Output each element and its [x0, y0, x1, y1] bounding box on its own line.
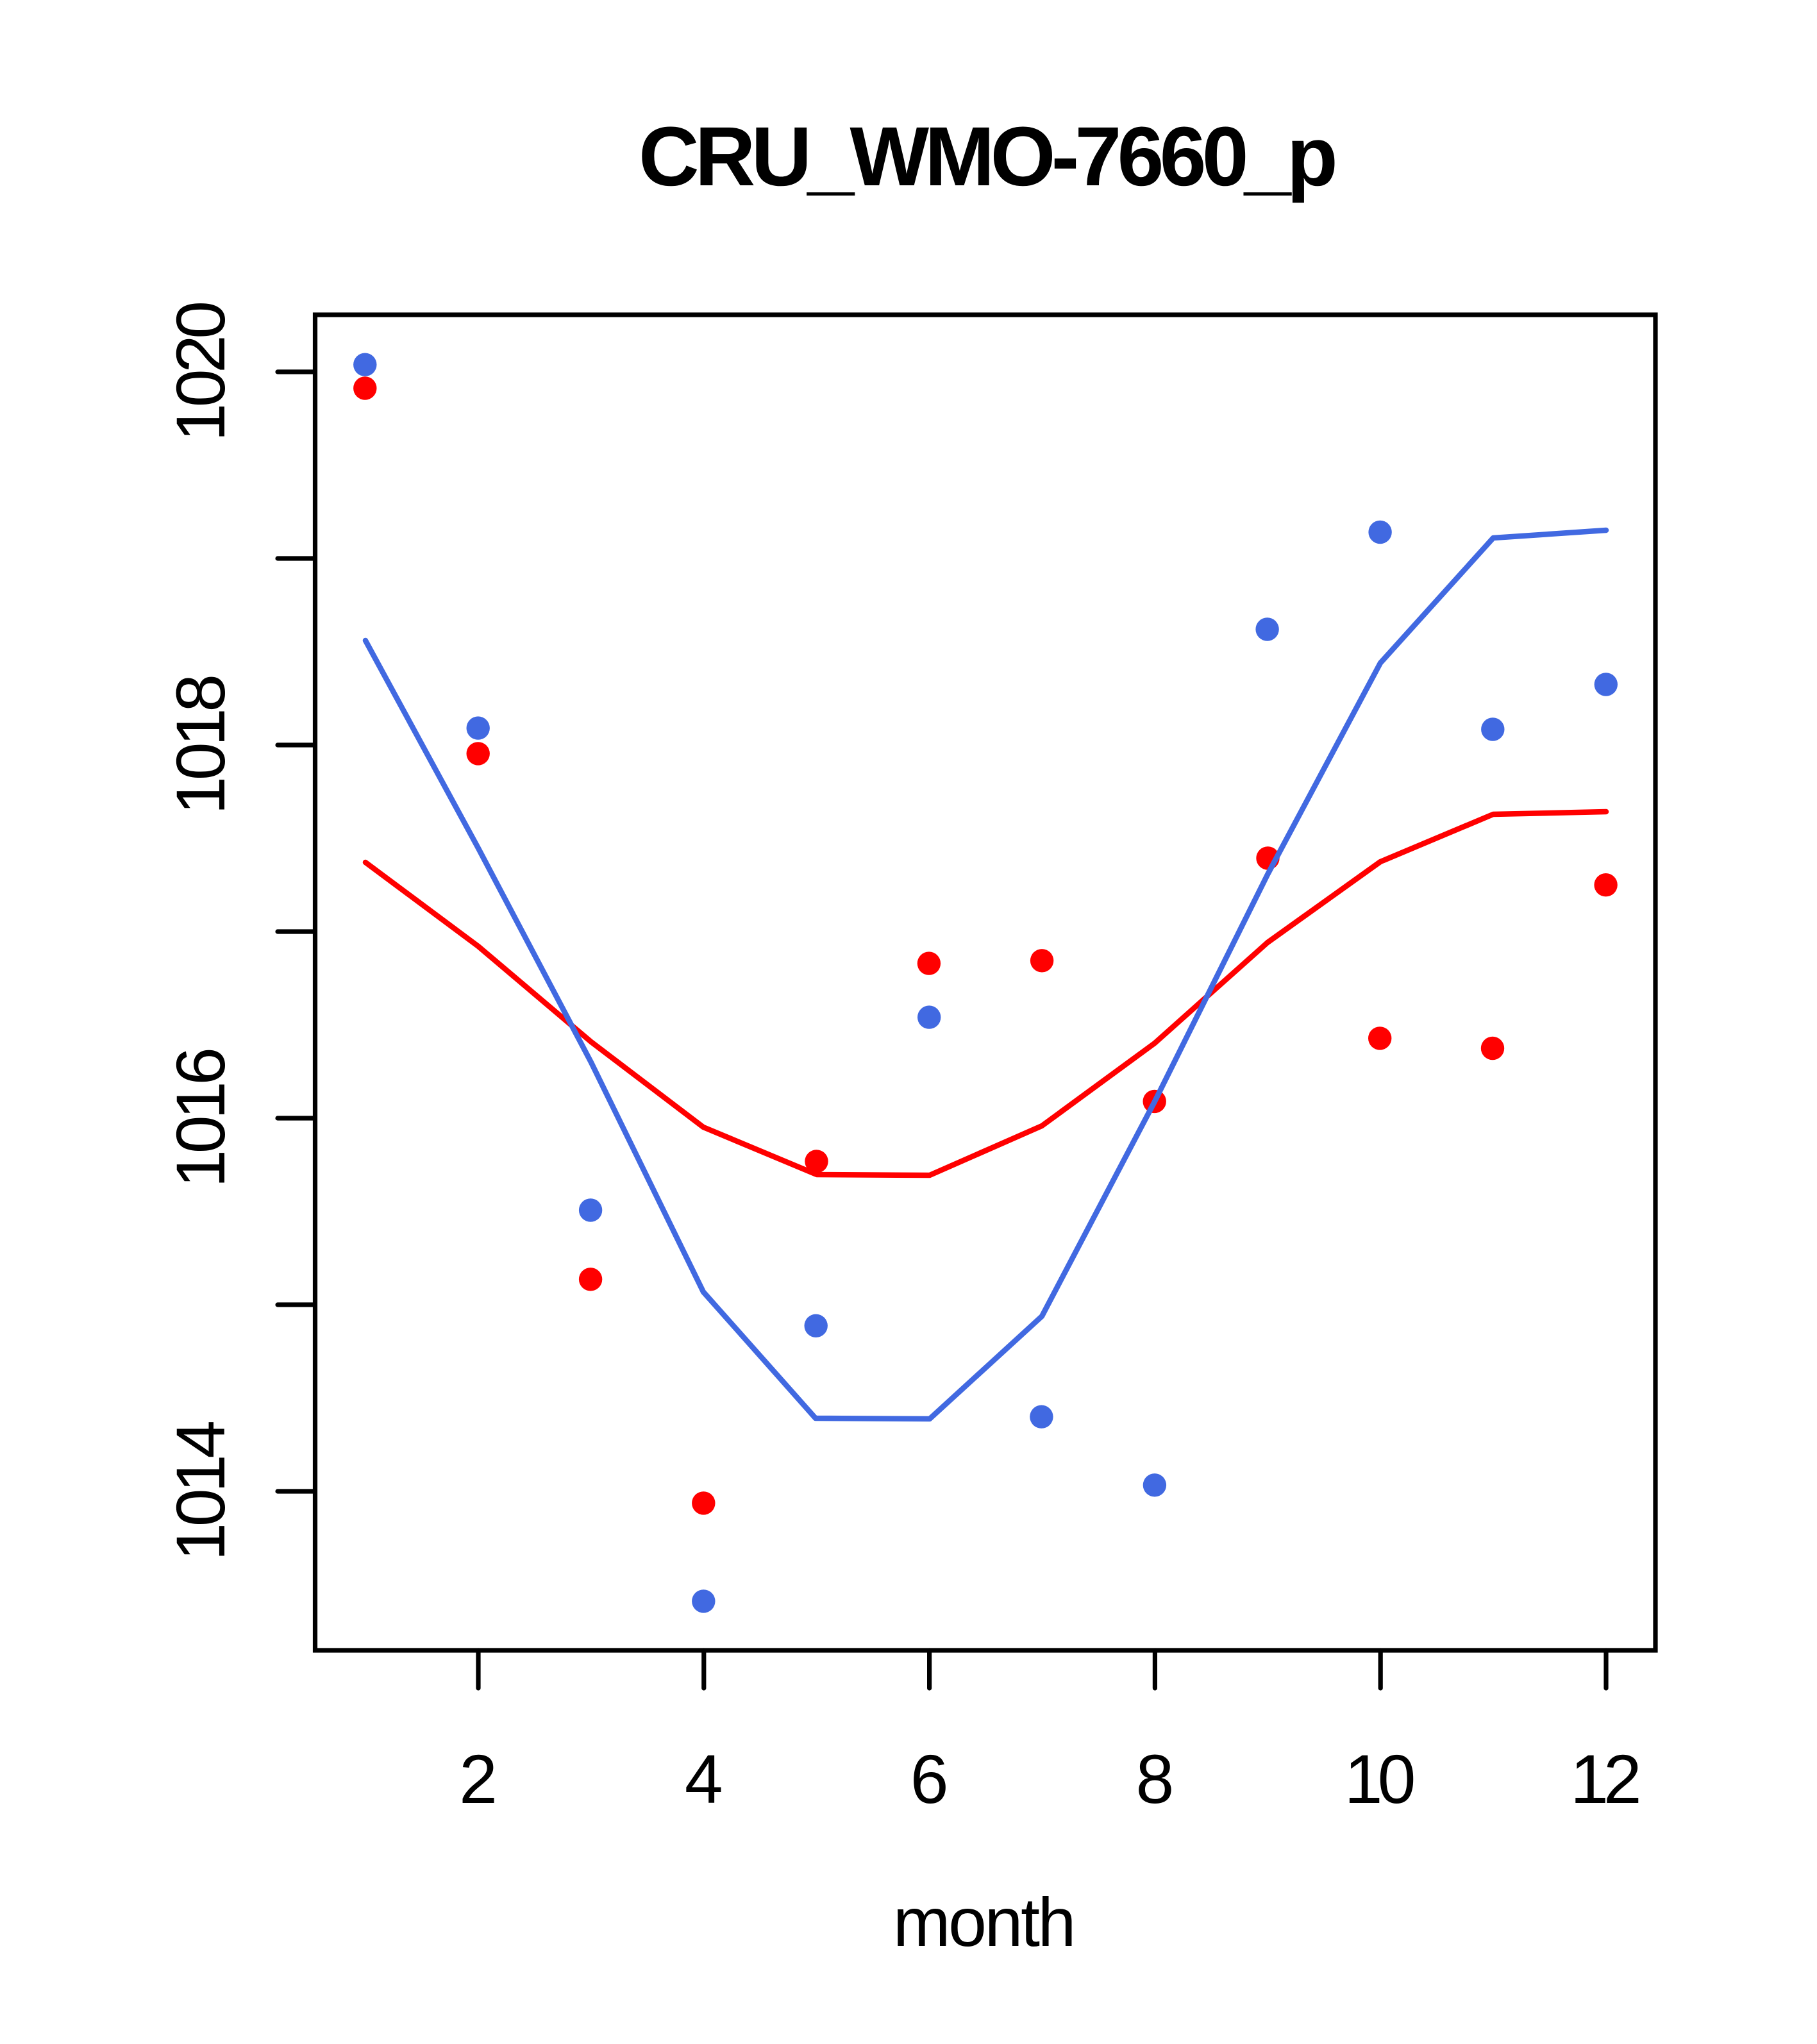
svg-text:1018: 1018	[162, 676, 239, 815]
svg-text:CRU_WMO-7660_p: CRU_WMO-7660_p	[639, 109, 1335, 203]
svg-text:10: 10	[1344, 1741, 1414, 1818]
svg-text:6: 6	[910, 1741, 949, 1818]
svg-text:month: month	[893, 1884, 1074, 1961]
svg-text:4: 4	[685, 1741, 723, 1818]
svg-text:1016: 1016	[162, 1050, 239, 1188]
svg-text:8: 8	[1136, 1741, 1175, 1818]
svg-text:1020: 1020	[162, 303, 239, 442]
svg-text:1014: 1014	[162, 1422, 239, 1561]
svg-text:2: 2	[459, 1741, 498, 1818]
svg-text:12: 12	[1570, 1741, 1639, 1818]
